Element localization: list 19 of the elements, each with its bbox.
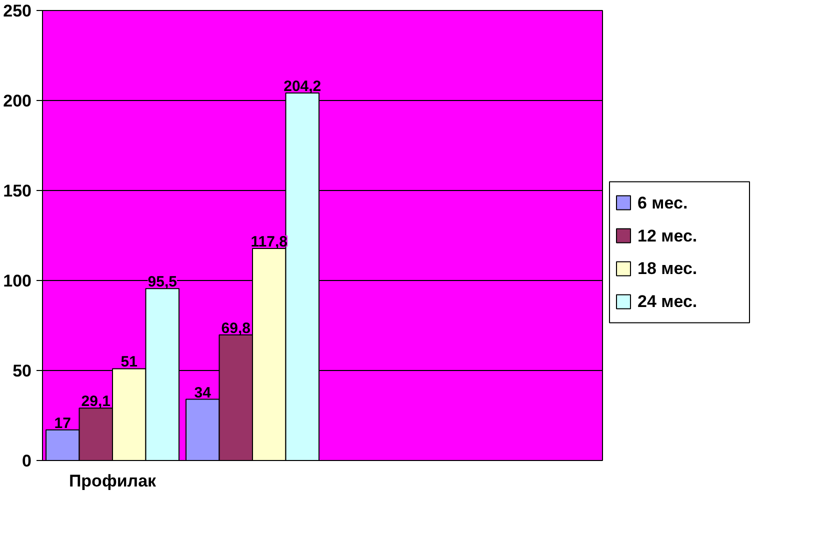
y-tick-label: 250	[3, 2, 32, 20]
data-label: 95,5	[148, 274, 177, 291]
data-label: 69,8	[221, 320, 250, 337]
legend-label: 18 мес.	[638, 259, 698, 278]
y-tick-label: 50	[12, 362, 32, 380]
data-label: 117,8	[250, 233, 288, 250]
data-label: 17	[54, 414, 71, 432]
x-tick-label: Профилак	[68, 472, 157, 490]
y-tick-label: 150	[3, 182, 32, 200]
data-label: 204,2	[284, 78, 322, 95]
legend-label: 24 мес.	[638, 292, 698, 312]
legend-label: 6 мес.	[638, 193, 688, 212]
data-label: 34	[194, 384, 212, 402]
y-tick-label: 0	[22, 452, 32, 470]
data-label: 29,1	[81, 393, 110, 410]
legend-label: 12 мес.	[638, 226, 698, 246]
y-tick-label: 200	[3, 92, 32, 110]
y-tick-label: 100	[3, 272, 32, 290]
data-label: 51	[120, 354, 138, 371]
